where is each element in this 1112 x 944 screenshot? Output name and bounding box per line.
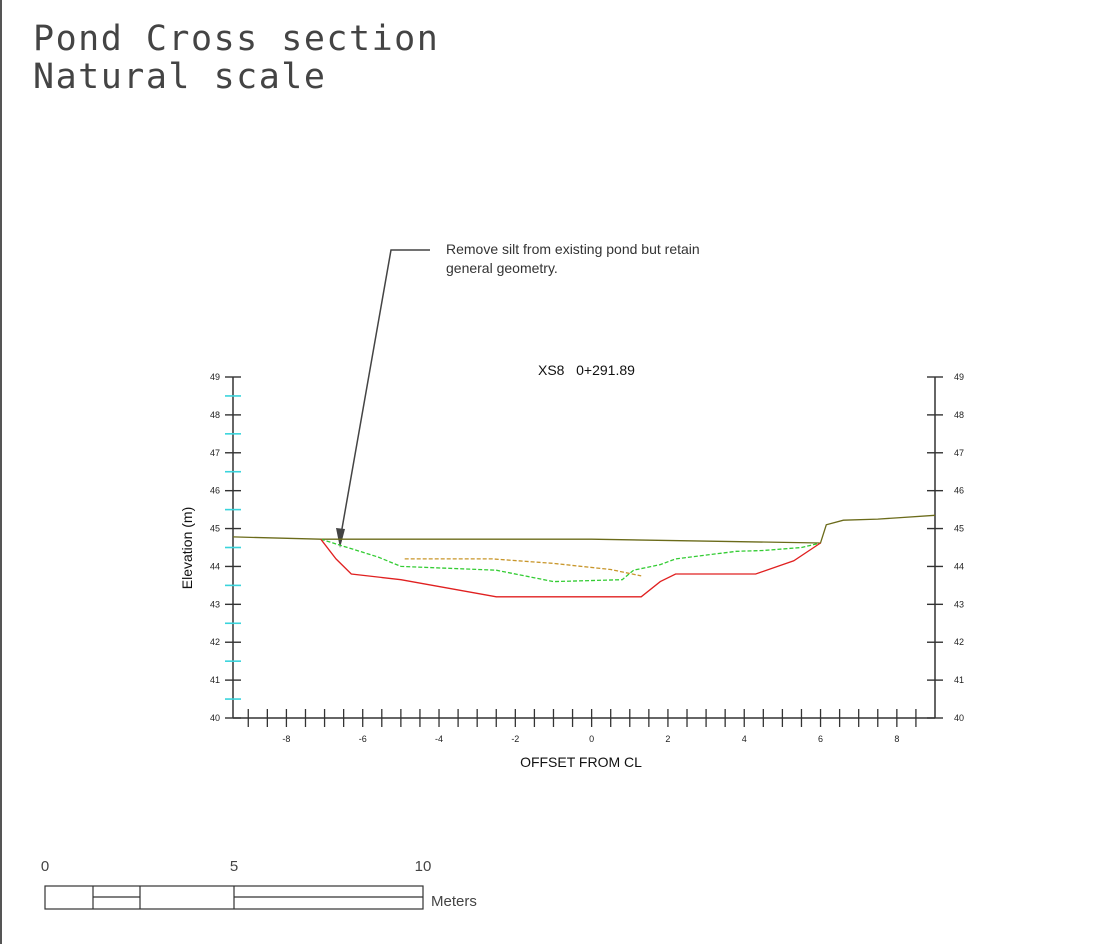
x-tick-label: -4 xyxy=(435,734,443,744)
y-tick-label-right: 41 xyxy=(954,675,964,685)
x-tick-label: -6 xyxy=(359,734,367,744)
x-tick-label: -2 xyxy=(511,734,519,744)
y-tick-label-left: 42 xyxy=(210,637,220,647)
y-axis-label: Elevation (m) xyxy=(179,507,195,589)
profile-lines xyxy=(232,514,936,598)
x-tick-label: -8 xyxy=(282,734,290,744)
series-proposed xyxy=(320,538,821,598)
y-tick-label-left: 47 xyxy=(210,448,220,458)
y-tick-label-right: 40 xyxy=(954,713,964,723)
y-ticks: 40 40 41 41 42 42 43 43 44 44 45 45 46 46 47 47 48 48 49 49 xyxy=(210,372,964,723)
y-tick-label-right: 46 xyxy=(954,486,964,496)
y-tick-label-right: 45 xyxy=(954,524,964,534)
y-tick-label-left: 45 xyxy=(210,524,220,534)
scale-bar-label-0: 0 xyxy=(41,858,49,875)
y-tick-label-right: 48 xyxy=(954,410,964,420)
series-silt-top xyxy=(404,558,642,577)
y-tick-label-right: 49 xyxy=(954,372,964,382)
x-axis-label: OFFSET FROM CL xyxy=(520,754,642,770)
drawing-frame-border xyxy=(0,0,2,944)
y-tick-label-left: 41 xyxy=(210,675,220,685)
x-tick-label: 6 xyxy=(818,734,823,744)
y-tick-label-left: 44 xyxy=(210,561,220,571)
x-ticks: -8 -6 -4 -2 0 2 4 6 8 xyxy=(247,709,917,744)
y-tick-label-left: 49 xyxy=(210,372,220,382)
y-tick-label-right: 42 xyxy=(954,637,964,647)
scale-bar: 0 5 10 Meters xyxy=(41,858,477,910)
title-block: Pond Cross section Natural scale xyxy=(33,20,439,96)
x-tick-label: 8 xyxy=(894,734,899,744)
x-tick-label: 4 xyxy=(742,734,747,744)
annotation-note: Remove silt from existing pond but retai… xyxy=(446,240,806,278)
scale-bar-label-5: 5 xyxy=(230,858,238,875)
y-tick-label-left: 43 xyxy=(210,599,220,609)
y-tick-label-right: 44 xyxy=(954,561,964,571)
annotation-leader xyxy=(336,249,430,548)
y-tick-label-right: 43 xyxy=(954,599,964,609)
leader-arrowhead-icon xyxy=(336,528,345,548)
scale-bar-label-10: 10 xyxy=(415,858,432,875)
x-tick-label: 0 xyxy=(589,734,594,744)
y-tick-label-left: 40 xyxy=(210,713,220,723)
x-tick-label: 2 xyxy=(665,734,670,744)
annotation-note-line-2: general geometry. xyxy=(446,260,558,276)
y-tick-label-left: 48 xyxy=(210,410,220,420)
annotation-note-line-1: Remove silt from existing pond but retai… xyxy=(446,241,700,257)
y-tick-label-left: 46 xyxy=(210,486,220,496)
y-tick-label-right: 47 xyxy=(954,448,964,458)
section-label: XS8 0+291.89 xyxy=(538,362,635,378)
scale-bar-unit: Meters xyxy=(431,893,477,910)
series-original-ground xyxy=(232,514,936,544)
title-line-1: Pond Cross section xyxy=(33,19,440,59)
title-line-2: Natural scale xyxy=(33,57,327,97)
series-existing-ground xyxy=(320,538,821,583)
